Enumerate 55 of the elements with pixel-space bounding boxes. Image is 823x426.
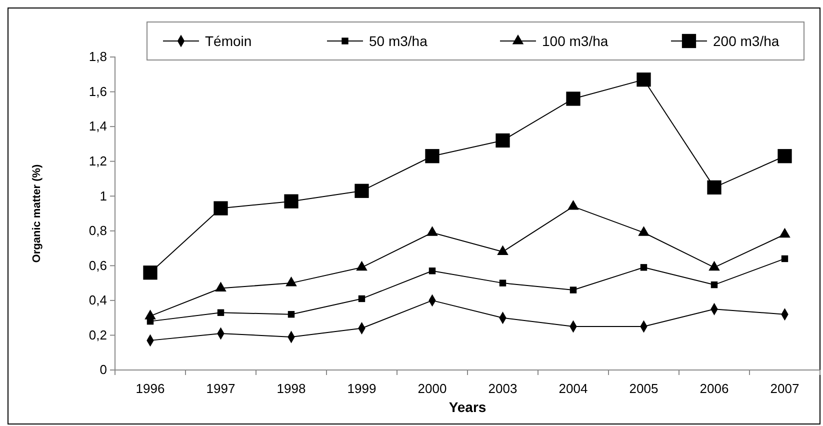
point <box>425 149 440 164</box>
point <box>568 200 579 210</box>
point <box>640 264 648 271</box>
point <box>707 180 722 194</box>
x-tick-label: 2006 <box>700 381 729 396</box>
point <box>428 268 436 274</box>
point <box>778 149 792 164</box>
point <box>144 310 156 320</box>
x-tick-label: 2003 <box>488 381 518 396</box>
y-tick-label: 0,8 <box>88 223 107 238</box>
x-tick-label: 1998 <box>276 381 306 396</box>
x-tick-label: 1996 <box>136 381 165 396</box>
x-tick-label: 2004 <box>558 381 588 396</box>
point <box>426 226 438 236</box>
point <box>499 280 506 286</box>
x-tick-label: 2000 <box>418 381 447 396</box>
point <box>497 245 508 256</box>
y-tick-label: 0 <box>100 362 107 378</box>
legend-label: 50 m3/ha <box>369 33 428 49</box>
y-tick-label: 1,8 <box>88 49 107 64</box>
point <box>496 133 510 148</box>
y-tick-label: 1 <box>100 188 107 204</box>
point <box>288 311 295 318</box>
point <box>566 92 580 106</box>
x-tick-label: 2007 <box>770 381 800 396</box>
point <box>570 286 577 294</box>
y-tick-label: 0,4 <box>88 292 107 308</box>
point <box>286 276 297 286</box>
y-axis-title: Organic matter (%) <box>31 164 43 263</box>
y-tick-label: 1,6 <box>88 84 107 99</box>
y-tick-label: 0,6 <box>88 258 107 273</box>
x-tick-label: 2005 <box>629 381 658 396</box>
x-tick-label: 1999 <box>347 381 376 396</box>
point <box>779 228 790 238</box>
point <box>354 184 369 198</box>
point <box>284 194 298 208</box>
point <box>638 226 650 236</box>
point <box>356 260 368 271</box>
y-tick-label: 1,2 <box>88 153 107 168</box>
x-tick-label: 1997 <box>206 381 236 396</box>
x-axis-title: Years <box>448 399 486 415</box>
point <box>217 309 224 316</box>
point <box>143 266 158 280</box>
point <box>708 260 720 271</box>
y-tick-label: 0,2 <box>88 327 107 342</box>
point <box>214 201 228 216</box>
point <box>636 72 651 87</box>
point <box>358 295 366 302</box>
y-tick-label: 1,4 <box>88 118 107 134</box>
legend-label: 100 m3/ha <box>542 33 608 49</box>
legend-label: 200 m3/ha <box>713 33 780 49</box>
point <box>710 281 718 288</box>
point <box>781 255 788 262</box>
legend-label: Témoin <box>205 33 252 49</box>
point <box>215 282 226 292</box>
